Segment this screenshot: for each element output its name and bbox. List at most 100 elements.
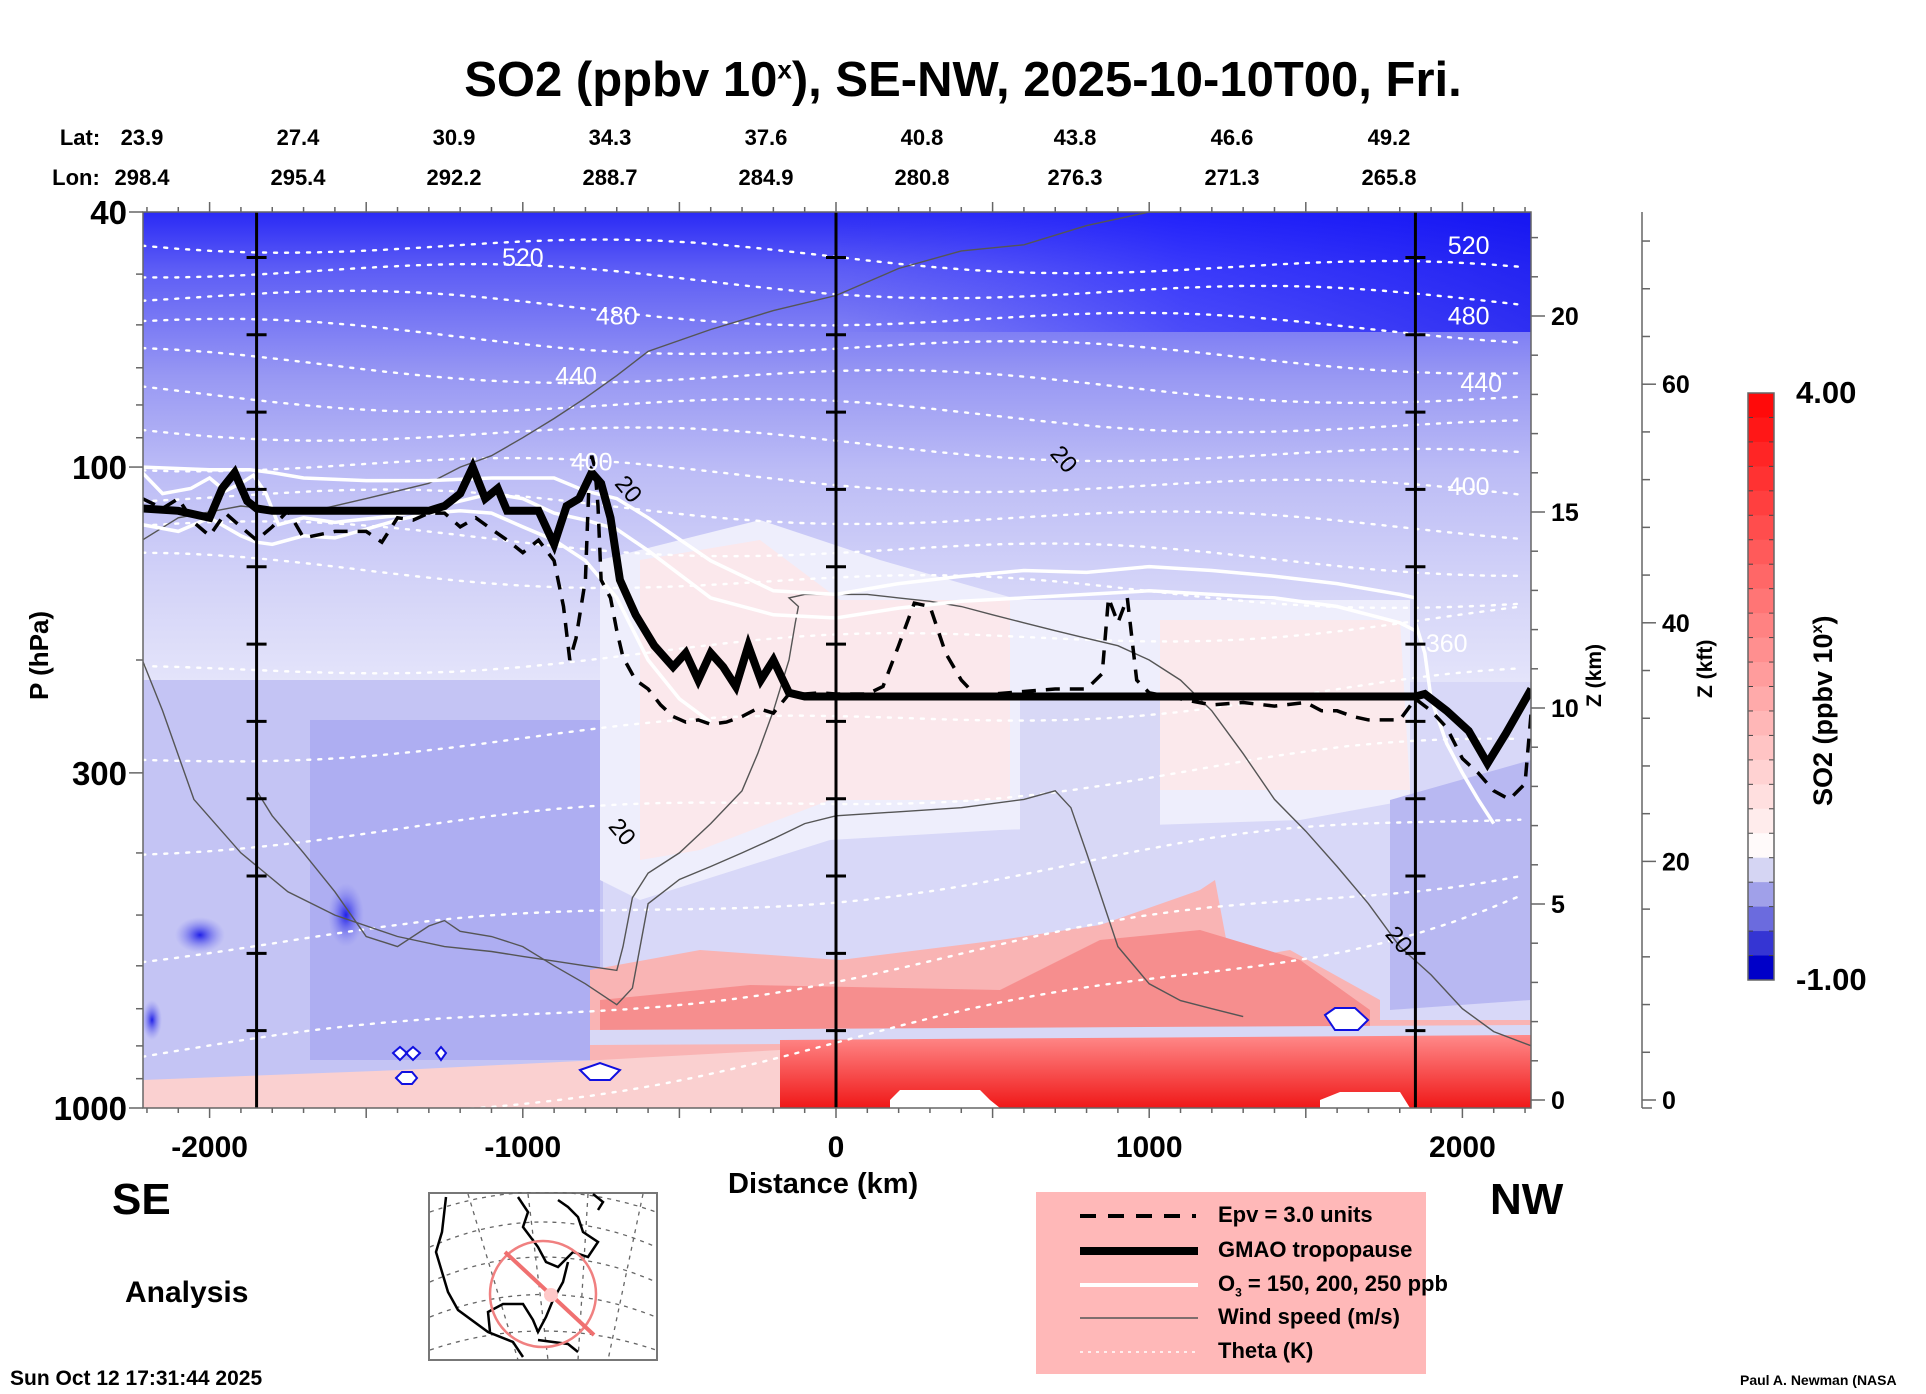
theta-label: 400 (571, 448, 613, 476)
timestamp: Sun Oct 12 17:31:44 2025 (10, 1367, 263, 1390)
colorbar-segment (1748, 515, 1774, 541)
theta-line (143, 875, 1522, 1058)
locator-map (428, 1192, 658, 1361)
lon-prefix: Lon: (52, 165, 100, 190)
zkft-tick-label: 40 (1662, 610, 1690, 638)
x-axis-label: Distance (km) (728, 1168, 919, 1200)
lat-prefix: Lat: (59, 125, 101, 150)
lat-label: 30.9 (432, 125, 476, 150)
legend-item-tropopause: GMAO tropopause (1218, 1237, 1413, 1262)
lon-label: 271.3 (1204, 165, 1260, 190)
theta-line (143, 426, 1522, 463)
lon-label: 288.7 (582, 165, 638, 190)
theta-line (143, 317, 1522, 375)
colorbar-segment (1748, 955, 1774, 981)
lat-label: 23.9 (120, 125, 164, 150)
theta-line (143, 488, 1522, 540)
lon-label: 276.3 (1047, 165, 1103, 190)
zkm-tick-label: 10 (1551, 695, 1579, 723)
colorbar-segment (1748, 417, 1774, 443)
theta-label: 520 (1448, 232, 1490, 260)
colorbar-segment (1748, 539, 1774, 565)
lat-label: 43.8 (1053, 125, 1097, 150)
theta-line (143, 667, 1522, 763)
colorbar-segment (1748, 466, 1774, 492)
theta-line (143, 737, 1522, 856)
theta-label: 480 (596, 302, 638, 330)
ozone-contour (1413, 622, 1496, 825)
colorbar-segment (1748, 637, 1774, 663)
theta-line (143, 385, 1522, 434)
colorbar-segment (1748, 564, 1774, 590)
lat-label: 27.4 (276, 125, 320, 150)
zkm-axis-label: Z (km) (1583, 644, 1606, 707)
lon-label: 292.2 (426, 165, 482, 190)
ozone-contour (143, 465, 1416, 600)
x-tick-label: 2000 (1429, 1131, 1496, 1164)
theta-line (143, 289, 1522, 344)
wind-contour (256, 790, 1244, 1018)
theta-label: 480 (1448, 302, 1490, 330)
wind-contour (143, 212, 1531, 541)
colorbar-segment (1748, 906, 1774, 932)
colorbar-segment (1748, 931, 1774, 957)
lon-label: 295.4 (270, 165, 326, 190)
x-tick-label: 1000 (1116, 1131, 1183, 1164)
credit: Paul A. Newman (NASA (1740, 1372, 1897, 1388)
colorbar-segment (1748, 882, 1774, 908)
zkm-tick-label: 5 (1551, 891, 1565, 919)
lon-label: 284.9 (738, 165, 794, 190)
theta-line (463, 894, 1522, 1108)
x-tick-label: -2000 (171, 1131, 248, 1164)
theta-label: 440 (1460, 370, 1502, 398)
track-center (544, 1288, 558, 1302)
legend-item-ozone: O3 = 150, 200, 250 ppb (1218, 1271, 1448, 1300)
theta-line (143, 456, 1522, 496)
direction-se: SE (112, 1175, 171, 1224)
zkm-tick-label: 20 (1551, 303, 1579, 331)
analysis-label: Analysis (125, 1276, 249, 1309)
legend-item-epv: Epv = 3.0 units (1218, 1202, 1373, 1227)
colorbar-segment (1748, 784, 1774, 810)
colorbar-segment (1748, 710, 1774, 736)
direction-nw: NW (1490, 1175, 1564, 1224)
lat-label: 37.6 (744, 125, 788, 150)
legend: Epv = 3.0 units GMAO tropopause O3 = 150… (1036, 1192, 1448, 1374)
wind-contour (143, 593, 1531, 1047)
colorbar-segment (1748, 490, 1774, 516)
chart-title: SO2 (ppbv 10x), SE-NW, 2025-10-10T00, Fr… (464, 53, 1462, 107)
legend-item-wind: Wind speed (m/s) (1218, 1304, 1400, 1329)
colorbar-max-label: 4.00 (1796, 375, 1857, 410)
zkft-tick-label: 0 (1662, 1087, 1676, 1115)
tropopause-line (143, 457, 1531, 772)
theta-line (143, 238, 1522, 275)
track-circle (488, 1239, 598, 1349)
p-tick-label: 40 (90, 194, 127, 231)
epv-line (143, 455, 1531, 802)
theta-line (143, 262, 1522, 306)
colorbar-segment (1748, 833, 1774, 859)
colorbar-segment (1748, 393, 1774, 418)
colorbar-segment (1748, 857, 1774, 883)
zkm-tick-label: 15 (1551, 499, 1579, 527)
colorbar-segment (1748, 588, 1774, 614)
colorbar-segment (1748, 735, 1774, 761)
lon-label: 298.4 (114, 165, 170, 190)
lat-label: 34.3 (588, 125, 632, 150)
colorbar-segment (1748, 686, 1774, 712)
theta-label: 400 (1448, 473, 1490, 501)
zkft-tick-label: 60 (1662, 371, 1690, 399)
y-axis-label: P (hPa) (24, 610, 54, 700)
legend-item-theta: Theta (K) (1218, 1338, 1314, 1363)
p-tick-label: 1000 (54, 1090, 127, 1127)
colorbar-label: SO2 (ppbv 10x) (1808, 615, 1838, 806)
colorbar-min-label: -1.00 (1796, 962, 1867, 997)
lat-label: 46.6 (1210, 125, 1254, 150)
theta-label: 360 (1426, 630, 1468, 658)
colorbar-segment (1748, 759, 1774, 785)
lat-label: 40.8 (900, 125, 944, 150)
theta-line (143, 346, 1522, 405)
theta-label: 440 (555, 363, 597, 391)
x-tick-label: 0 (828, 1131, 845, 1164)
